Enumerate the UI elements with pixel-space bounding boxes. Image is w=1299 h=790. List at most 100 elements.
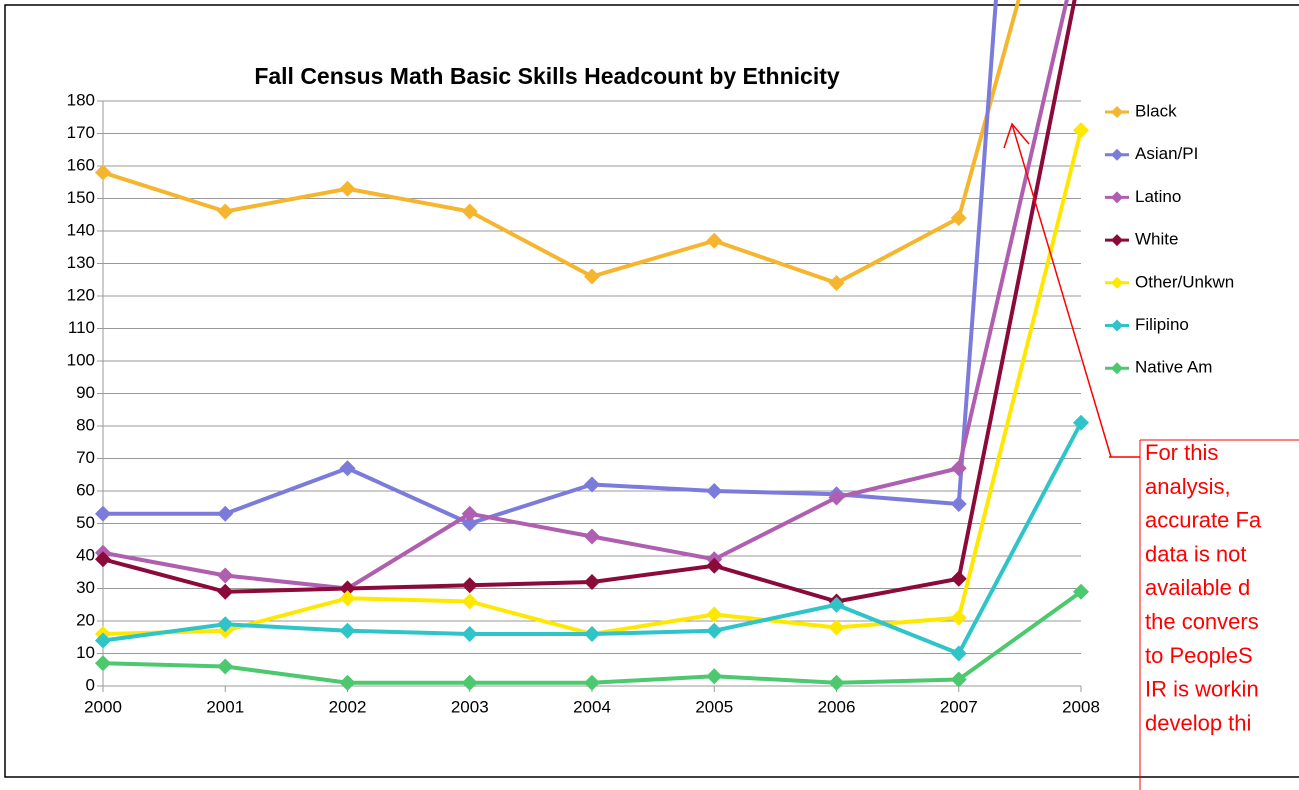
data-point [217, 203, 234, 220]
grid: 0 10 20 30 40 50 60 70 80 90 100 110 120 130 140 150 160… [67, 90, 1100, 716]
y-tick-label: 60 [76, 480, 95, 499]
legend-label: Other/Unkwn [1135, 272, 1234, 291]
legend-marker [1111, 148, 1123, 161]
series [95, 583, 1089, 691]
annotation-text: to PeopleS [1145, 643, 1253, 668]
data-point [584, 574, 600, 590]
data-point [950, 671, 967, 688]
legend-label: Asian/PI [1135, 144, 1198, 163]
data-point [461, 674, 478, 691]
data-point [95, 632, 111, 649]
legend-label: Filipino [1135, 315, 1189, 334]
data-point [706, 483, 723, 499]
y-tick-label: 150 [67, 188, 95, 207]
arrow-head [1003, 122, 1030, 149]
annotation-text: accurate Fa [1145, 508, 1262, 533]
legend-marker [1111, 106, 1123, 118]
data-point [828, 674, 845, 691]
y-tick-label: 10 [76, 643, 95, 662]
x-tick-label: 2002 [329, 697, 367, 716]
data-point [1073, 414, 1089, 431]
x-tick-label: 2007 [940, 697, 978, 716]
legend-marker [1111, 362, 1123, 375]
data-point [339, 674, 356, 691]
data-point [950, 570, 967, 587]
legend-marker [1111, 276, 1123, 289]
data-point [584, 626, 600, 642]
chart-frame [4, 4, 1299, 778]
y-tick-label: 110 [68, 318, 95, 337]
data-point [706, 622, 723, 639]
data-point [95, 505, 111, 522]
data-point [828, 596, 845, 613]
data-point [339, 590, 356, 607]
data-point [584, 268, 600, 285]
legend-marker [1111, 319, 1123, 332]
data-point [461, 577, 478, 594]
data-point [584, 674, 600, 691]
data-point [828, 619, 845, 636]
data-point [1073, 583, 1089, 600]
data-point [950, 460, 967, 477]
data-point [706, 557, 723, 574]
annotation-text: the convers [1145, 609, 1259, 634]
x-tick-label: 2006 [818, 697, 856, 716]
data-point [1073, 122, 1089, 139]
y-tick-label: 90 [76, 383, 95, 402]
legend-marker [1111, 234, 1123, 247]
y-tick-label: 130 [67, 253, 95, 272]
legend-label: Black [1135, 101, 1177, 120]
legend: Black Asian/PI Latino White Other/Unkwn Filip… [1105, 101, 1234, 377]
data-point [217, 583, 234, 600]
legend-label: Latino [1135, 187, 1181, 206]
annotation-arrow [1011, 123, 1112, 458]
annotation-text: For this [1145, 440, 1218, 465]
data-point [461, 203, 478, 220]
legend-marker [1111, 191, 1123, 204]
series [95, 0, 1021, 291]
data-point [950, 496, 967, 512]
data-point [339, 622, 356, 639]
x-tick-label: 2004 [573, 697, 611, 716]
x-tick-label: 2008 [1062, 697, 1100, 716]
data-point [461, 515, 478, 532]
data-point [706, 232, 723, 249]
chart-title: Fall Census Math Basic Skills Headcount … [254, 63, 840, 89]
annotation-text: available d [1145, 575, 1250, 600]
series-line [102, 0, 1021, 285]
series [95, 414, 1089, 662]
legend-label: Native Am [1135, 358, 1212, 377]
x-tick-label: 2003 [451, 697, 489, 716]
series [95, 0, 998, 532]
series [95, 122, 1089, 642]
data-point [461, 626, 478, 642]
y-tick-label: 30 [76, 578, 95, 597]
annotation-text: IR is workin [1145, 677, 1259, 702]
data-point [217, 616, 234, 633]
data-point [217, 658, 234, 675]
y-tick-label: 70 [76, 448, 95, 467]
data-point [217, 567, 234, 584]
annotation-text: develop thi [1145, 710, 1251, 735]
data-point [95, 655, 111, 672]
y-tick-label: 80 [76, 415, 95, 434]
data-point [950, 645, 967, 662]
data-point [95, 164, 111, 181]
y-tick-label: 20 [76, 610, 95, 629]
data-point [950, 609, 967, 626]
y-tick-label: 120 [67, 285, 95, 304]
y-tick-label: 170 [67, 123, 95, 142]
legend-label: White [1135, 230, 1178, 249]
data-point [461, 505, 478, 522]
y-tick-label: 140 [67, 220, 95, 239]
annotation-text: analysis, [1145, 474, 1231, 499]
y-tick-label: 50 [76, 513, 95, 532]
y-tick-label: 40 [76, 545, 95, 564]
data-point [706, 668, 723, 685]
data-point [950, 210, 967, 226]
data-point [339, 580, 356, 597]
series-line [102, 0, 1077, 604]
y-tick-label: 160 [67, 155, 95, 174]
y-tick-label: 0 [86, 675, 95, 694]
data-point [828, 275, 845, 291]
